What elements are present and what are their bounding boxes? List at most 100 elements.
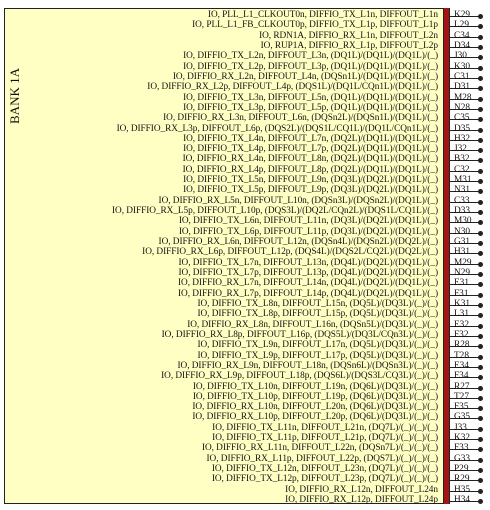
pin-lead-line (449, 418, 479, 420)
pin-row: IO, DIFFIO_RX_L10n, DIFFOUT_L20n, (DQ6L)… (0, 402, 490, 413)
pin-number: K29 (454, 10, 471, 20)
pin-number: E32 (454, 319, 469, 330)
pin-terminal-dot-icon (478, 137, 483, 143)
pin-row: IO, DIFFIO_RX_L7n, DIFFOUT_L14n, (DQ4L)/… (0, 278, 490, 289)
pin-signal-label: IO, DIFFIO_RX_L7n, DIFFOUT_L14n, (DQ4L)/… (177, 278, 438, 289)
pin-signal-label: IO, DIFFIO_RX_L7p, DIFFOUT_L14p, (DQ4L)/… (177, 288, 438, 299)
pin-signal-label: IO, DIFFIO_RX_L2p, DIFFOUT_L4p, (DQS1L)/… (147, 82, 438, 93)
pin-row: IO, DIFFIO_RX_L6p, DIFFOUT_L12p, (DQS4L)… (0, 247, 490, 258)
pin-lead-line (449, 408, 479, 410)
pin-row: IO, DIFFIO_RX_L10p, DIFFOUT_L20p, (DQ6L)… (0, 412, 490, 423)
pin-number: B32 (454, 154, 470, 165)
pin-signal-label: IO, RDN1A, DIFFIO_RX_L1n, DIFFOUT_L2n (259, 30, 438, 41)
pin-row: IO, DIFFIO_TX_L3n, DIFFOUT_L5n, (DQ1L)/(… (0, 92, 490, 104)
pin-terminal-dot-icon (478, 158, 483, 164)
pin-terminal-dot-icon (478, 210, 483, 216)
pin-terminal-dot-icon (478, 323, 483, 329)
pin-number: K30 (454, 61, 471, 72)
pin-lead-line (449, 335, 479, 337)
pin-terminal-dot-icon (478, 86, 483, 92)
pin-terminal-dot-icon (478, 282, 483, 288)
pin-signal-label: IO, DIFFIO_RX_L9n, DIFFOUT_L18n, (DQSn6L… (177, 360, 439, 371)
pin-lead-line (449, 36, 479, 38)
pin-number: L31 (454, 309, 469, 320)
pin-terminal-dot-icon (478, 457, 483, 463)
pin-terminal-dot-icon (478, 127, 483, 133)
pin-terminal-dot-icon (478, 34, 483, 40)
pin-signal-label: IO, DIFFIO_TX_L4p, DIFFOUT_L7p, (DQ2L)/(… (183, 144, 438, 155)
pin-lead-line (449, 201, 479, 203)
pin-row: IO, RUP1A, DIFFIO_RX_L1p, DIFFOUT_L2p D34 (0, 41, 490, 52)
pin-row: IO, DIFFIO_RX_L9p, DIFFOUT_L18p, (DQS6L)… (0, 371, 490, 382)
pin-lead-line (449, 88, 479, 90)
pin-signal-label: IO, DIFFIO_TX_L11p, DIFFOUT_L21p, (DQ7L)… (212, 433, 438, 444)
pin-signal-label: IO, DIFFIO_RX_L11p, DIFFOUT_L22p, (DQS7L… (206, 453, 439, 464)
pin-number: C34 (454, 30, 470, 41)
pin-lead-line (449, 129, 479, 131)
pin-signal-label: IO, DIFFIO_RX_L5p, DIFFOUT_L10p, (DQS3L)… (111, 206, 438, 217)
pin-signal-label: IO, DIFFIO_TX_L2n, DIFFOUT_L3n, (DQ1L)/(… (183, 51, 438, 62)
pin-lead-line (449, 150, 479, 152)
pin-terminal-dot-icon (478, 313, 483, 319)
pin-signal-label: IO, DIFFIO_TX_L11n, DIFFOUT_L21n, (DQ7L)… (212, 422, 438, 433)
pin-terminal-dot-icon (478, 230, 483, 236)
pin-terminal-dot-icon (478, 75, 483, 81)
pin-lead-line (449, 274, 479, 275)
pin-lead-line (449, 315, 479, 317)
pin-terminal-dot-icon (478, 220, 483, 226)
pin-number: T27 (454, 391, 469, 402)
pin-lead-line (449, 77, 479, 79)
pin-number: F31 (454, 288, 469, 299)
pin-number: G35 (454, 412, 471, 423)
pin-row: IO, DIFFIO_RX_L8n, DIFFOUT_L16n, (DQSn5L… (0, 319, 490, 331)
pin-number: G31 (454, 237, 471, 248)
pin-number: E31 (454, 278, 469, 289)
pin-terminal-dot-icon (478, 106, 483, 112)
pin-signal-label: IO, DIFFIO_RX_L2n, DIFFOUT_L4n, (DQSn1L)… (172, 71, 438, 82)
pin-terminal-dot-icon (478, 55, 483, 61)
pin-number: N30 (454, 226, 471, 237)
pin-lead-line (449, 294, 479, 296)
pin-lead-line (449, 377, 479, 379)
pin-number: J32 (454, 144, 467, 155)
pin-terminal-dot-icon (478, 189, 483, 195)
pin-row: IO, DIFFIO_TX_L4p, DIFFOUT_L7p, (DQ2L)/(… (0, 144, 490, 155)
pin-number: P29 (454, 464, 469, 475)
pin-row: IO, RDN1A, DIFFIO_RX_L1n, DIFFOUT_L2n C34 (0, 30, 490, 42)
pin-signal-label: IO, PLL_L1_FB_CLKOUT0p, DIFFIO_TX_L1p, D… (192, 20, 438, 31)
pin-row: IO, DIFFIO_TX_L5p, DIFFOUT_L9p, (DQ3L)/(… (0, 185, 490, 196)
pin-number: J30 (454, 51, 467, 62)
pin-row: IO, DIFFIO_TX_L2n, DIFFOUT_L3n, (DQ1L)/(… (0, 51, 490, 62)
pin-terminal-dot-icon (478, 395, 483, 401)
pin-lead-line (449, 356, 479, 358)
pin-row: IO, DIFFIO_TX_L10n, DIFFOUT_L19n, (DQ6L)… (0, 382, 490, 393)
pin-number: H32 (454, 133, 471, 144)
pin-row: IO, PLL_L1_FB_CLKOUT0p, DIFFIO_TX_L1p, D… (0, 20, 490, 31)
pin-terminal-dot-icon (478, 375, 483, 381)
pin-lead-line (449, 284, 479, 286)
pin-lead-line (449, 119, 479, 121)
pin-number: T28 (454, 350, 469, 361)
pin-number: M28 (454, 92, 472, 103)
pin-lead-line (449, 501, 479, 503)
pin-lead-line (449, 253, 479, 255)
pin-signal-label: IO, DIFFIO_RX_L10p, DIFFOUT_L20p, (DQ6L)… (192, 412, 438, 423)
pin-row: IO, DIFFIO_RX_L12p, DIFFOUT_L24p H34 (0, 495, 490, 506)
pin-number: C33 (454, 195, 470, 206)
pin-signal-label: IO, DIFFIO_RX_L4p, DIFFOUT_L8p, (DQ2L)/(… (182, 164, 438, 175)
pin-terminal-dot-icon (478, 426, 483, 432)
pin-number: D31 (454, 82, 471, 93)
pin-signal-label: IO, DIFFIO_TX_L12n, DIFFOUT_L23n, (DQ7L)… (211, 464, 438, 475)
pin-row: IO, DIFFIO_RX_L5n, DIFFOUT_L10n, (DQSn3L… (0, 195, 490, 207)
pin-lead-line (449, 470, 479, 472)
bank-body (4, 8, 450, 504)
pin-terminal-dot-icon (478, 302, 483, 308)
pin-terminal-dot-icon (478, 385, 483, 391)
pin-row: IO, DIFFIO_TX_L4n, DIFFOUT_L7n, (DQ2L)/(… (0, 133, 490, 145)
pin-signal-label: IO, DIFFIO_TX_L3p, DIFFOUT_L5p, (DQ1L)/(… (183, 102, 438, 113)
pin-terminal-dot-icon (478, 344, 483, 350)
pin-number: F33 (454, 443, 469, 454)
pin-terminal-dot-icon (478, 272, 483, 277)
pin-number: H31 (454, 247, 471, 258)
